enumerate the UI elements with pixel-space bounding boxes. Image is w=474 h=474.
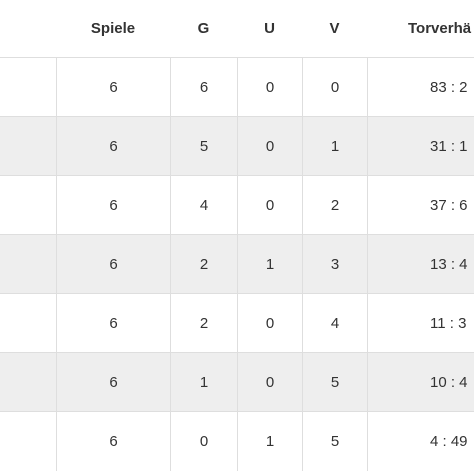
tore-cell: 37 : 6 (367, 176, 474, 234)
spiele-cell: 6 (56, 294, 170, 352)
g-cell: 6 (170, 58, 237, 116)
header-spiele[interactable]: Spiele (90, 20, 136, 37)
g-cell: 2 (170, 294, 237, 352)
tore-cell: 4 : 49 (367, 412, 474, 471)
g-cell: 4 (170, 176, 237, 234)
spiele-cell: 6 (56, 176, 170, 234)
tore-cell: 83 : 2 (367, 58, 474, 116)
team-cell (0, 294, 56, 352)
v-cell: 0 (302, 58, 367, 116)
table-row: 6 2 0 4 11 : 3 (0, 293, 474, 352)
g-cell: 5 (170, 117, 237, 175)
spiele-cell: 6 (56, 235, 170, 293)
spiele-cell: 6 (56, 353, 170, 411)
u-cell: 0 (237, 294, 302, 352)
u-cell: 1 (237, 412, 302, 471)
tore-cell: 10 : 4 (367, 353, 474, 411)
u-cell: 1 (237, 235, 302, 293)
team-cell (0, 117, 56, 175)
table-row: 6 6 0 0 83 : 2 (0, 57, 474, 116)
v-cell: 5 (302, 412, 367, 471)
v-cell: 3 (302, 235, 367, 293)
table-row: 6 5 0 1 31 : 1 (0, 116, 474, 175)
table-row: 6 1 0 5 10 : 4 (0, 352, 474, 411)
g-cell: 1 (170, 353, 237, 411)
u-cell: 0 (237, 353, 302, 411)
team-cell (0, 176, 56, 234)
table-row: 6 4 0 2 37 : 6 (0, 175, 474, 234)
v-cell: 2 (302, 176, 367, 234)
spiele-cell: 6 (56, 117, 170, 175)
u-cell: 0 (237, 117, 302, 175)
header-torverhaeltnis[interactable]: Torverhä (408, 20, 472, 37)
v-cell: 1 (302, 117, 367, 175)
spiele-cell: 6 (56, 58, 170, 116)
g-cell: 2 (170, 235, 237, 293)
team-cell (0, 353, 56, 411)
table-row: 6 0 1 5 4 : 49 (0, 411, 474, 471)
tore-cell: 31 : 1 (367, 117, 474, 175)
g-cell: 0 (170, 412, 237, 471)
team-cell (0, 412, 56, 471)
spiele-cell: 6 (56, 412, 170, 471)
team-cell (0, 235, 56, 293)
team-cell (0, 58, 56, 116)
v-cell: 5 (302, 353, 367, 411)
tore-cell: 11 : 3 (367, 294, 474, 352)
header-v[interactable]: V (329, 20, 340, 37)
header-team-spacer (0, 0, 56, 57)
u-cell: 0 (237, 176, 302, 234)
table-header: Spiele G U V Torverhä (0, 0, 474, 57)
header-g[interactable]: G (197, 20, 210, 37)
header-u[interactable]: U (264, 20, 275, 37)
tore-cell: 13 : 4 (367, 235, 474, 293)
u-cell: 0 (237, 58, 302, 116)
table-row: 6 2 1 3 13 : 4 (0, 234, 474, 293)
v-cell: 4 (302, 294, 367, 352)
